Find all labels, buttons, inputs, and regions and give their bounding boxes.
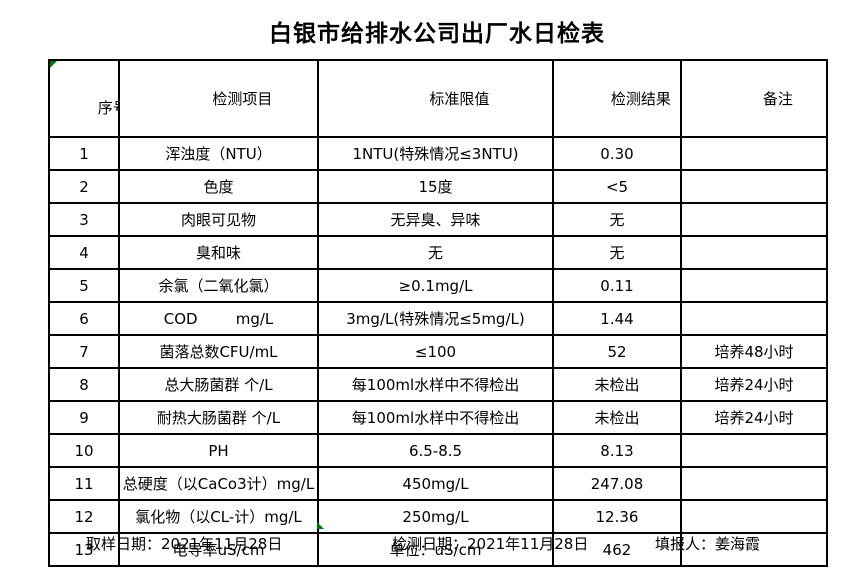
cell-item[interactable]: 余氯（二氧化氯） xyxy=(118,268,319,303)
cell-result[interactable]: 未检出 xyxy=(552,367,682,402)
cell-limit[interactable]: 1NTU(特殊情况≤3NTU) xyxy=(317,136,554,171)
cell-remark[interactable] xyxy=(680,466,828,501)
cell-limit[interactable]: ≥0.1mg/L xyxy=(317,268,554,303)
cell-remark[interactable]: 培养24小时 xyxy=(680,400,828,435)
cell-result[interactable]: 12.36 xyxy=(552,499,682,534)
header-cell-item[interactable]: 检测项目 xyxy=(118,59,319,138)
cell-remark[interactable] xyxy=(680,532,828,567)
test-date-text: 检测日期：2021年11月28日 xyxy=(392,535,589,553)
cell-remark[interactable] xyxy=(680,202,828,237)
cell-index[interactable]: 12 xyxy=(48,499,120,534)
cell-limit[interactable]: 单位：uS/cm xyxy=(317,532,554,567)
cell-remark[interactable] xyxy=(680,136,828,171)
header-label: 检测项目 xyxy=(212,90,273,108)
cell-limit[interactable]: 无异臭、异味 xyxy=(317,202,554,237)
cell-item[interactable]: COD mg/L xyxy=(118,301,319,336)
cell-limit[interactable]: 250mg/L xyxy=(317,499,554,534)
cell-limit[interactable]: 每100ml水样中不得检出 xyxy=(317,367,554,402)
cell-result[interactable]: 52 xyxy=(552,334,682,369)
cell-result[interactable]: 无 xyxy=(552,202,682,237)
cell-item[interactable]: 肉眼可见物 xyxy=(118,202,319,237)
cell-index[interactable]: 9 xyxy=(48,400,120,435)
cell-index[interactable]: 10 xyxy=(48,433,120,468)
table-row: 5 余氯（二氧化氯） ≥0.1mg/L 0.11 xyxy=(48,268,828,303)
table-row: 4 臭和味 无 无 xyxy=(48,235,828,270)
cell-result[interactable]: 8.13 xyxy=(552,433,682,468)
cell-remark[interactable]: 培养48小时 xyxy=(680,334,828,369)
cell-result[interactable]: 247.08 xyxy=(552,466,682,501)
table-row: 3 肉眼可见物 无异臭、异味 无 xyxy=(48,202,828,237)
cell-item[interactable]: 耐热大肠菌群 个/L xyxy=(118,400,319,435)
cell-remark[interactable] xyxy=(680,235,828,270)
cell-limit[interactable]: 450mg/L xyxy=(317,466,554,501)
cell-result[interactable]: 无 xyxy=(552,235,682,270)
cell-item[interactable]: 总大肠菌群 个/L xyxy=(118,367,319,402)
header-cell-index[interactable]: 序号 xyxy=(48,59,120,138)
cell-limit[interactable]: 无 xyxy=(317,235,554,270)
cell-item[interactable]: 菌落总数CFU/mL xyxy=(118,334,319,369)
cell-result[interactable]: 未检出 xyxy=(552,400,682,435)
cell-limit[interactable]: 15度 xyxy=(317,169,554,204)
cell-item[interactable]: 总硬度（以CaCo3计）mg/L xyxy=(118,466,319,501)
table-body: 1 浑浊度（NTU） 1NTU(特殊情况≤3NTU) 0.30 2 色度 15度… xyxy=(48,136,828,567)
cell-item[interactable]: 色度 xyxy=(118,169,319,204)
header-label: 备注 xyxy=(762,90,793,108)
cell-limit[interactable]: 3mg/L(特殊情况≤5mg/L) xyxy=(317,301,554,336)
table-row: 12 氯化物（以CL-计）mg/L 250mg/L 12.36 xyxy=(48,499,828,534)
cell-index[interactable]: 8 xyxy=(48,367,120,402)
table-row: 10 PH 6.5-8.5 8.13 xyxy=(48,433,828,468)
cell-item[interactable]: 臭和味 xyxy=(118,235,319,270)
table-row: 6 COD mg/L 3mg/L(特殊情况≤5mg/L) 1.44 xyxy=(48,301,828,336)
cell-result[interactable]: 0.11 xyxy=(552,268,682,303)
header-cell-limit[interactable]: 标准限值 xyxy=(317,59,554,138)
cell-remark[interactable] xyxy=(680,169,828,204)
cell-result[interactable]: <5 xyxy=(552,169,682,204)
cell-index[interactable]: 4 xyxy=(48,235,120,270)
cell-index[interactable]: 7 xyxy=(48,334,120,369)
header-row: 序号 检测项目 标准限值 检测结果 备注 xyxy=(48,59,828,138)
cell-index[interactable]: 3 xyxy=(48,202,120,237)
cell-remark[interactable]: 培养24小时 xyxy=(680,367,828,402)
table-row: 11 总硬度（以CaCo3计）mg/L 450mg/L 247.08 xyxy=(48,466,828,501)
cell-item[interactable]: 氯化物（以CL-计）mg/L xyxy=(118,499,319,534)
cell-index[interactable]: 5 xyxy=(48,268,120,303)
cell-item[interactable]: 浑浊度（NTU） xyxy=(118,136,319,171)
header-label: 序号 xyxy=(97,99,117,117)
table-row: 13 电导率uS/cm 单位：uS/cm 462 xyxy=(48,532,828,567)
cell-item[interactable]: PH xyxy=(118,433,319,468)
cell-remark[interactable] xyxy=(680,499,828,534)
header-label: 检测结果 xyxy=(610,90,671,108)
reporter-text: 填报人：姜海霞 xyxy=(655,535,761,553)
cell-result[interactable]: 1.44 xyxy=(552,301,682,336)
table-row: 9 耐热大肠菌群 个/L 每100ml水样中不得检出 未检出 培养24小时 xyxy=(48,400,828,435)
header-label: 标准限值 xyxy=(429,90,490,108)
sheet-bottom-marker-icon xyxy=(317,522,324,529)
cell-item[interactable]: 电导率uS/cm xyxy=(118,532,319,567)
table-row: 2 色度 15度 <5 xyxy=(48,169,828,204)
cell-remark[interactable] xyxy=(680,433,828,468)
sample-date-text: 取样日期：2021年11月28日 xyxy=(86,535,283,553)
page-title: 白银市给排水公司出厂水日检表 xyxy=(269,21,605,47)
cell-index[interactable]: 6 xyxy=(48,301,120,336)
table-row: 7 菌落总数CFU/mL ≤100 52 培养48小时 xyxy=(48,334,828,369)
cell-result[interactable]: 0.30 xyxy=(552,136,682,171)
cell-index[interactable]: 1 xyxy=(48,136,120,171)
header-cell-remark[interactable]: 备注 xyxy=(680,59,828,138)
cell-result[interactable]: 462 xyxy=(552,532,682,567)
cell-limit[interactable]: ≤100 xyxy=(317,334,554,369)
cell-limit[interactable]: 每100ml水样中不得检出 xyxy=(317,400,554,435)
cell-limit[interactable]: 6.5-8.5 xyxy=(317,433,554,468)
cell-index[interactable]: 11 xyxy=(48,466,120,501)
cell-remark[interactable] xyxy=(680,301,828,336)
table-row: 8 总大肠菌群 个/L 每100ml水样中不得检出 未检出 培养24小时 xyxy=(48,367,828,402)
cell-remark[interactable] xyxy=(680,268,828,303)
header-cell-result[interactable]: 检测结果 xyxy=(552,59,682,138)
cell-index[interactable]: 2 xyxy=(48,169,120,204)
cell-index[interactable]: 13 xyxy=(48,532,120,567)
inspection-table: 序号 检测项目 标准限值 检测结果 备注 1 浑浊度（NTU） 1NTU(特殊情… xyxy=(48,59,828,567)
table-row: 1 浑浊度（NTU） 1NTU(特殊情况≤3NTU) 0.30 xyxy=(48,136,828,171)
cell-corner-marker-icon xyxy=(51,62,57,68)
